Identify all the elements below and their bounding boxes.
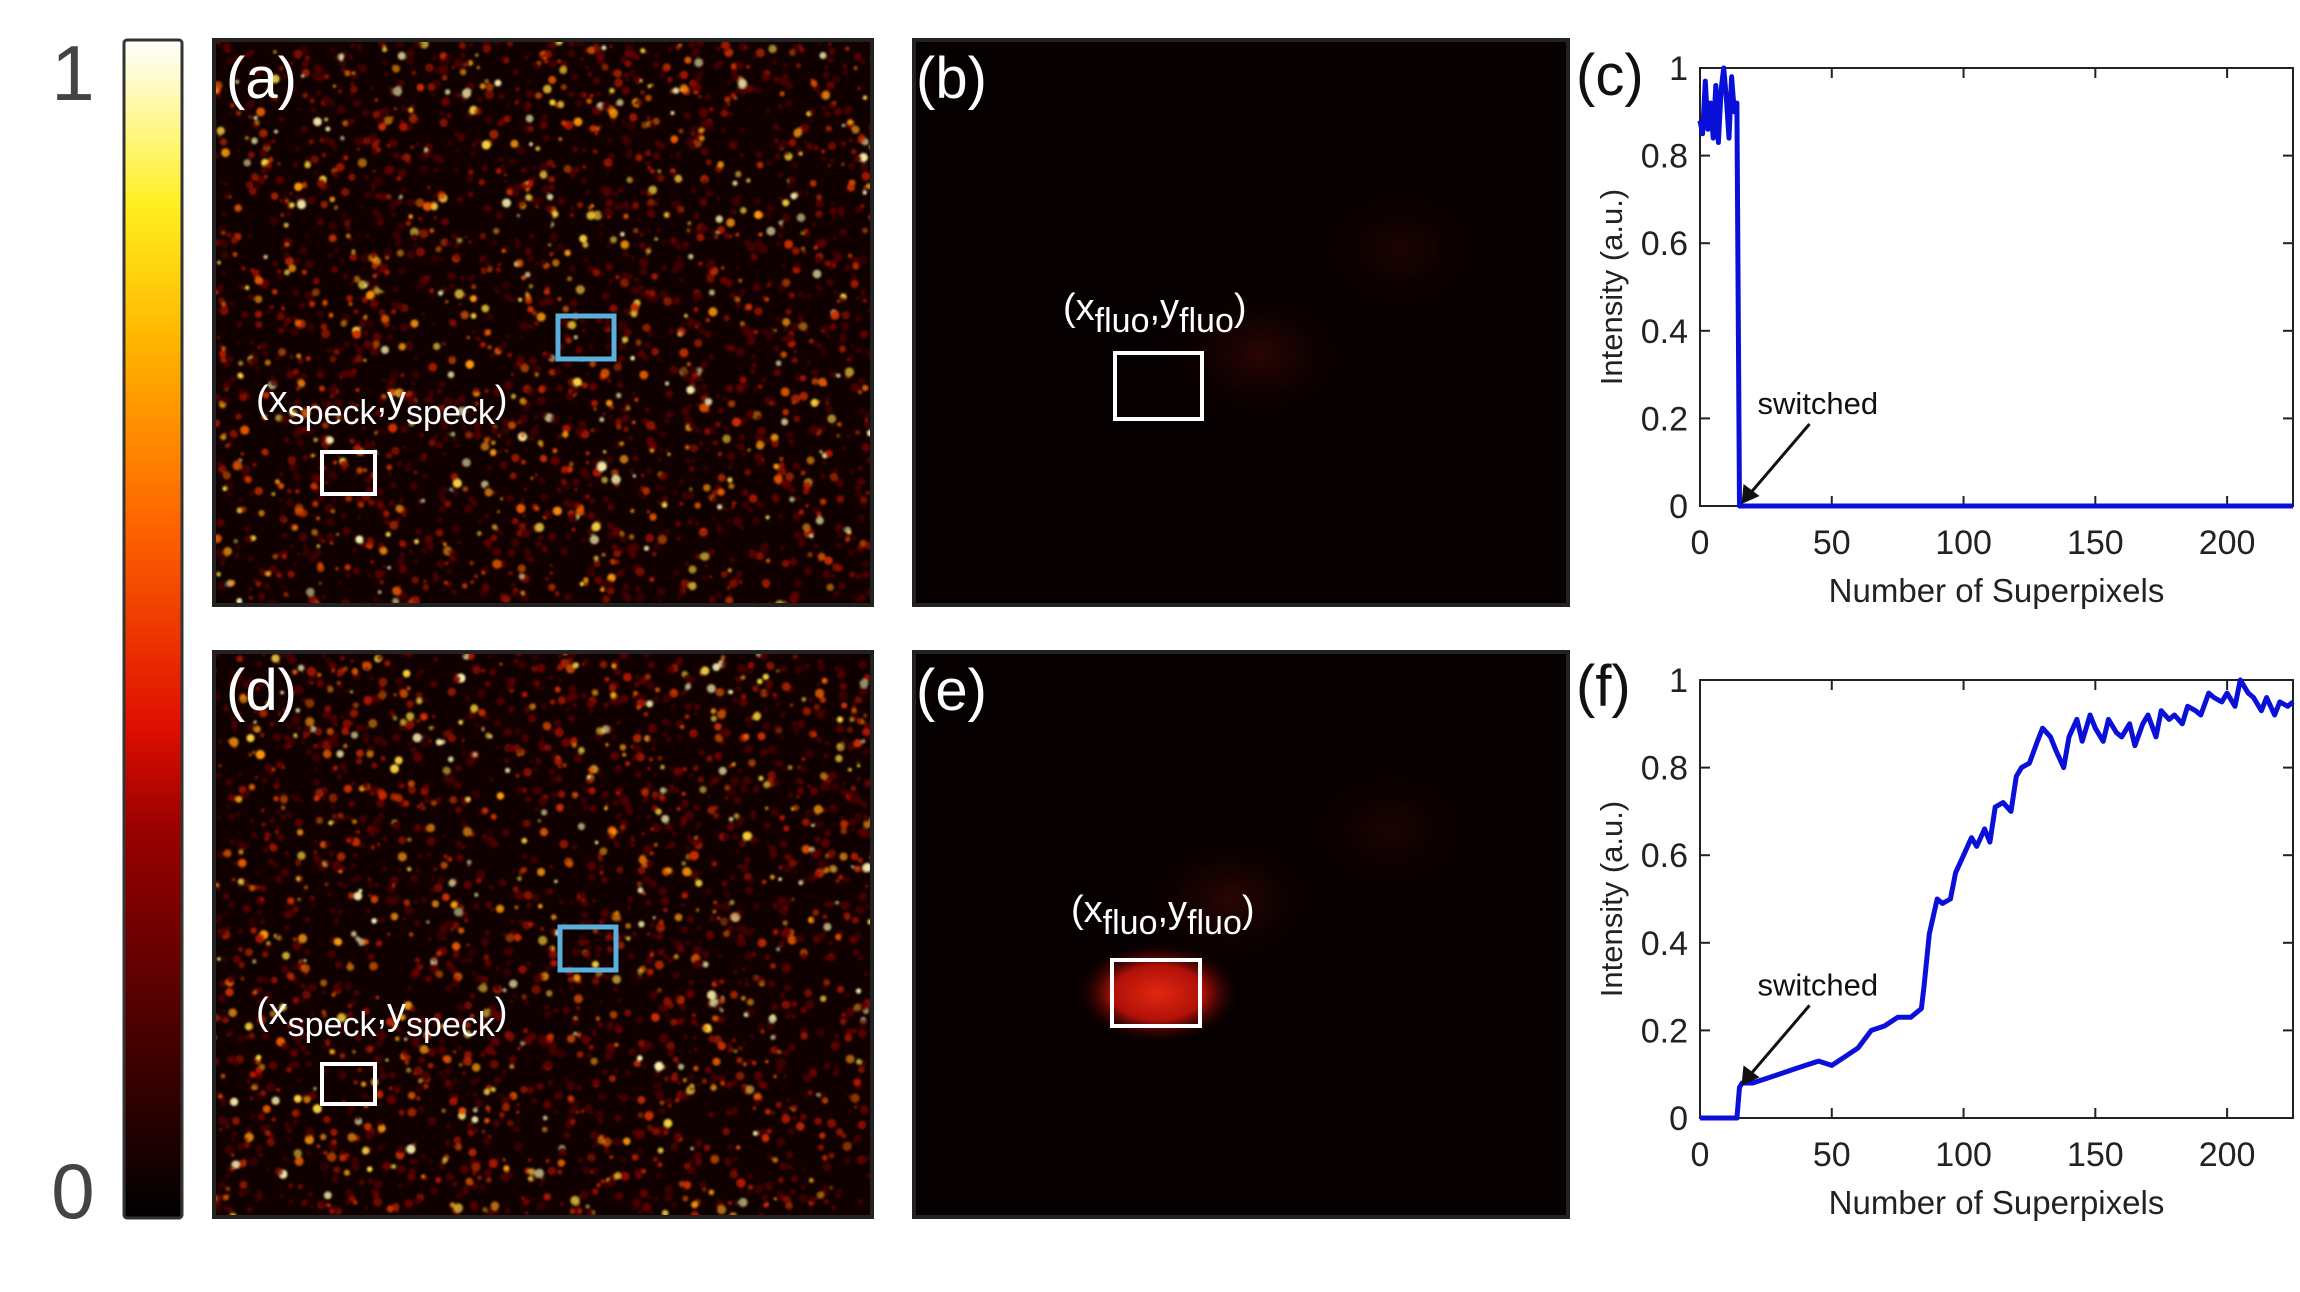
- faint-glow: [1150, 275, 1370, 435]
- y-tick-label: 1: [1669, 662, 1688, 700]
- colorbar-max-label: 1: [51, 29, 94, 117]
- annotation-arrow: [1743, 1004, 1811, 1083]
- panel-label-f: (f): [1576, 654, 1631, 719]
- panel-label-e: (e): [916, 658, 987, 723]
- y-tick-label: 0.8: [1641, 750, 1688, 788]
- x-tick-label: 100: [1935, 1136, 1992, 1174]
- y-axis-label: Intensity (a.u.): [1594, 801, 1629, 997]
- annotation-text: switched: [1758, 967, 1879, 1002]
- roi-box-target: [555, 313, 617, 362]
- panel-label-c: (c): [1576, 43, 1644, 108]
- x-tick-label: 0: [1691, 524, 1710, 562]
- x-tick-label: 50: [1813, 524, 1851, 562]
- colorbar-gradient: [122, 38, 184, 1220]
- roi-box-speck: [320, 1062, 377, 1106]
- x-tick-label: 150: [2067, 524, 2124, 562]
- roi-box-fluo: [1113, 351, 1204, 421]
- arrow-head: [1741, 484, 1760, 504]
- x-tick-label: 50: [1813, 1136, 1851, 1174]
- panel-a-speckle-image: (a) (xspeck,yspeck): [212, 38, 874, 607]
- x-tick-label: 150: [2067, 1136, 2124, 1174]
- y-tick-label: 1: [1669, 50, 1688, 88]
- series-line: [1700, 677, 2295, 1121]
- panel-b-fluorescence-image: (b) (xfluo,yfluo): [912, 38, 1570, 607]
- colorbar: 1 0: [51, 29, 184, 1235]
- x-axis-label: Number of Superpixels: [1829, 1184, 2165, 1221]
- series-line: [1697, 65, 2293, 509]
- y-tick-label: 0.2: [1641, 1012, 1688, 1050]
- roi-box-target: [557, 924, 619, 973]
- plot-area: [1699, 67, 2294, 507]
- chart-c: (c) 0 50 100 150 200 0 0.2 0.4 0.6 0.8 1 Number of …: [1576, 43, 2294, 609]
- faint-glow: [1280, 160, 1520, 340]
- y-tick-label: 0.4: [1641, 925, 1688, 963]
- y-tick-label: 0.6: [1641, 837, 1688, 875]
- y-tick-label: 0.2: [1641, 400, 1688, 438]
- panel-label-b: (b): [916, 46, 987, 111]
- panel-label-d: (d): [226, 658, 297, 723]
- panel-label-a: (a): [226, 46, 297, 111]
- annotation-text: switched: [1758, 386, 1879, 421]
- panel-d-speckle-image: (d) (xspeck,yspeck): [212, 650, 874, 1219]
- panel-e-fluorescence-image: (e) (xfluo,yfluo): [912, 650, 1570, 1219]
- faint-glow: [1270, 740, 1510, 920]
- plot-area: [1699, 679, 2294, 1119]
- y-tick-label: 0: [1669, 488, 1688, 526]
- annotation-arrow: [1743, 423, 1811, 501]
- chart-f: (f) 0 50 100 150 200 0 0.2 0.4 0.6 0.8 1 Number of …: [1576, 654, 2295, 1221]
- image-frame: [212, 650, 874, 1219]
- image-frame: [912, 38, 1570, 607]
- y-tick-label: 0.8: [1641, 138, 1688, 176]
- speckle-pattern: [214, 40, 872, 605]
- roi-box-fluo: [1110, 958, 1202, 1028]
- speckle-pattern: [214, 652, 872, 1217]
- y-tick-label: 0.6: [1641, 225, 1688, 263]
- x-tick-label: 0: [1691, 1136, 1710, 1174]
- arrow-head: [1741, 1065, 1760, 1086]
- colorbar-min-label: 0: [51, 1147, 94, 1235]
- image-frame: [912, 650, 1570, 1219]
- roi-box-speck: [320, 450, 377, 496]
- x-tick-label: 100: [1935, 524, 1992, 562]
- y-tick-label: 0.4: [1641, 313, 1688, 351]
- image-frame: [212, 38, 874, 607]
- y-tick-label: 0: [1669, 1100, 1688, 1138]
- x-axis-label: Number of Superpixels: [1829, 572, 2165, 609]
- x-tick-label: 200: [2199, 524, 2256, 562]
- x-tick-label: 200: [2199, 1136, 2256, 1174]
- y-axis-label: Intensity (a.u.): [1594, 189, 1629, 385]
